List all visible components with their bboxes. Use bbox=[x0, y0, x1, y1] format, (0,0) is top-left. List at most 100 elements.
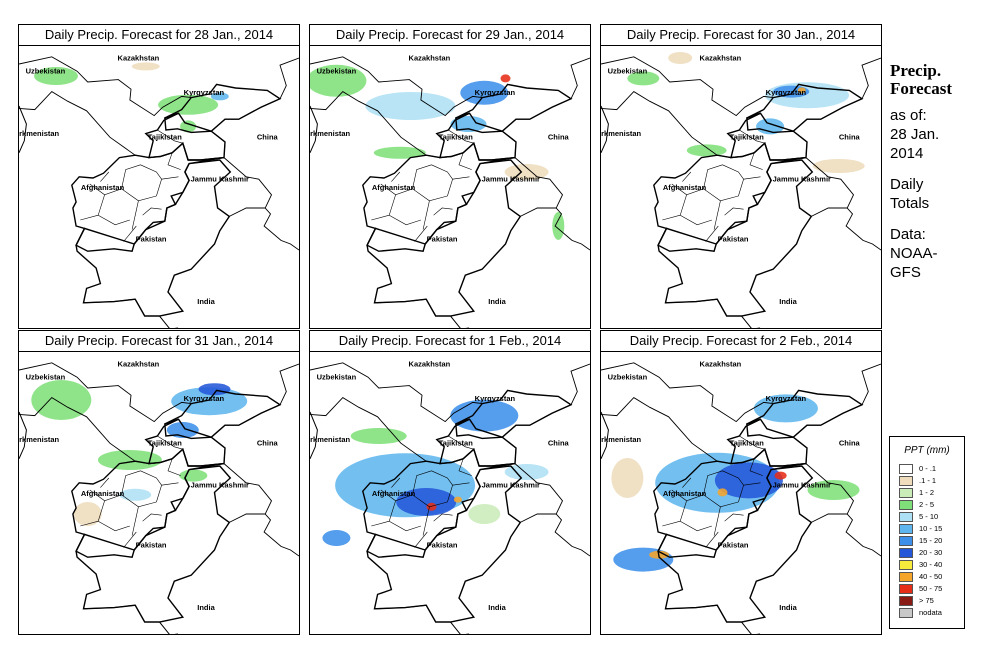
legend-label: 20 - 30 bbox=[919, 548, 943, 557]
legend-swatch bbox=[899, 560, 913, 570]
precip-cell bbox=[500, 74, 511, 83]
place-label: Kyrgyzstan bbox=[475, 394, 516, 403]
place-label: Pakistan bbox=[136, 541, 167, 550]
place-label: China bbox=[839, 133, 861, 142]
legend-swatch bbox=[899, 512, 913, 522]
as-of-date-line1: 28 Jan. bbox=[890, 126, 940, 143]
legend-item: 50 - 75 bbox=[899, 584, 963, 595]
legend-swatch bbox=[899, 548, 913, 558]
panel-title: Daily Precip. Forecast for 31 Jan., 2014 bbox=[19, 331, 299, 352]
place-label: Tajikistan bbox=[730, 133, 764, 142]
precip-field bbox=[611, 394, 860, 572]
place-label: Tajikistan bbox=[148, 133, 182, 142]
place-label: Afghanistan bbox=[81, 183, 125, 192]
precip-cell bbox=[365, 92, 456, 120]
legend-label: 2 - 5 bbox=[919, 500, 935, 509]
boundaries bbox=[310, 362, 590, 634]
legend-label: 30 - 40 bbox=[919, 560, 943, 569]
precip-cell bbox=[180, 120, 197, 133]
precip-cell bbox=[31, 380, 92, 420]
legend-item: .1 - 1 bbox=[899, 476, 963, 487]
source-line1: Data: bbox=[890, 226, 926, 243]
boundaries bbox=[19, 56, 299, 328]
boundaries bbox=[19, 362, 299, 634]
place-label: Uzbekistan bbox=[608, 373, 648, 382]
legend-item: 40 - 50 bbox=[899, 572, 963, 583]
place-label: Uzbekistan bbox=[26, 373, 66, 382]
side-title-line1: Precip. bbox=[890, 61, 942, 80]
forecast-panel-1: Daily Precip. Forecast for 28 Jan., 2014… bbox=[18, 24, 300, 329]
panel-title: Daily Precip. Forecast for 28 Jan., 2014 bbox=[19, 25, 299, 46]
place-label: Kyrgyzstan bbox=[184, 394, 225, 403]
forecast-panel-4: Daily Precip. Forecast for 31 Jan., 2014… bbox=[18, 330, 300, 635]
place-label: Kazakhstan bbox=[409, 53, 451, 62]
legend-swatch bbox=[899, 500, 913, 510]
place-label: Kyrgyzstan bbox=[766, 394, 807, 403]
legend-swatch bbox=[899, 572, 913, 582]
place-label: Jammu Kashmir bbox=[191, 481, 249, 490]
precip-cell bbox=[158, 94, 219, 115]
legend-label: nodata bbox=[919, 608, 942, 617]
place-label: Pakistan bbox=[427, 235, 458, 244]
precip-cell bbox=[717, 488, 728, 497]
precip-cell bbox=[73, 502, 102, 526]
legend-title: PPT (mm) bbox=[904, 445, 950, 456]
legend-item: 20 - 30 bbox=[899, 548, 963, 559]
legend-label: 1 - 2 bbox=[919, 488, 935, 497]
precip-cell bbox=[552, 212, 565, 240]
precip-map: Kazakhstan Uzbekistan Kyrgyzstan Tajikistan… bbox=[601, 352, 881, 634]
place-label: India bbox=[779, 603, 797, 612]
legend-item: 30 - 40 bbox=[899, 560, 963, 571]
place-label: Afghanistan bbox=[663, 489, 707, 498]
legend-item: 0 - .1 bbox=[899, 464, 963, 475]
precip-cell bbox=[34, 67, 78, 85]
place-label: Turkmenistan bbox=[310, 129, 351, 138]
legend-label: 0 - .1 bbox=[919, 464, 937, 473]
precip-cell bbox=[504, 464, 549, 480]
place-label: India bbox=[197, 603, 215, 612]
place-label: Kazakhstan bbox=[118, 359, 160, 368]
place-label: Afghanistan bbox=[372, 489, 416, 498]
legend-swatch bbox=[899, 464, 913, 474]
legend-swatch bbox=[899, 584, 913, 594]
place-label: India bbox=[779, 297, 797, 306]
precip-cell bbox=[797, 87, 806, 94]
place-label: Jammu Kashmir bbox=[482, 175, 540, 184]
legend-label: .1 - 1 bbox=[919, 476, 937, 485]
forecast-panel-5: Daily Precip. Forecast for 1 Feb., 2014 … bbox=[309, 330, 591, 635]
place-label: Uzbekistan bbox=[317, 373, 357, 382]
legend-swatch bbox=[899, 524, 913, 534]
place-label: Turkmenistan bbox=[19, 435, 60, 444]
precip-cell bbox=[611, 458, 644, 498]
precip-cell bbox=[453, 496, 462, 503]
place-label: Kazakhstan bbox=[700, 53, 742, 62]
panel-title: Daily Precip. Forecast for 1 Feb., 2014 bbox=[310, 331, 590, 352]
precip-cell bbox=[812, 159, 865, 173]
place-label: Pakistan bbox=[427, 541, 458, 550]
place-label: Uzbekistan bbox=[26, 67, 66, 76]
place-label: Afghanistan bbox=[663, 183, 707, 192]
precip-cell bbox=[131, 62, 160, 71]
legend-item: 15 - 20 bbox=[899, 536, 963, 547]
legend-item: nodata bbox=[899, 608, 963, 619]
legend-swatch bbox=[899, 608, 913, 618]
place-label: Jammu Kashmir bbox=[482, 481, 540, 490]
panel-title: Daily Precip. Forecast for 2 Feb., 2014 bbox=[601, 331, 881, 352]
totals-line2: Totals bbox=[890, 195, 930, 212]
legend-swatch bbox=[899, 596, 913, 606]
precip-cell bbox=[504, 164, 549, 180]
place-label: Jammu Kashmir bbox=[191, 175, 249, 184]
legend-swatch bbox=[899, 488, 913, 498]
forecast-info: Precip. Forecast as of: 28 Jan. 2014 Dai… bbox=[890, 62, 980, 282]
precip-cell bbox=[179, 469, 208, 482]
precip-cell bbox=[714, 462, 783, 499]
legend-item: 10 - 15 bbox=[899, 524, 963, 535]
precip-map: Kazakhstan Uzbekistan Kyrgyzstan Tajikistan… bbox=[310, 46, 590, 328]
legend-item: 5 - 10 bbox=[899, 512, 963, 523]
place-label: China bbox=[839, 439, 861, 448]
place-label: Jammu Kashmir bbox=[773, 481, 831, 490]
forecast-panel-2: Daily Precip. Forecast for 29 Jan., 2014… bbox=[309, 24, 591, 329]
precip-cell bbox=[450, 399, 519, 432]
precip-map: Kazakhstan Uzbekistan Kyrgyzstan Tajikistan… bbox=[19, 46, 299, 328]
precip-map: Kazakhstan Uzbekistan Kyrgyzstan Tajikistan… bbox=[19, 352, 299, 634]
